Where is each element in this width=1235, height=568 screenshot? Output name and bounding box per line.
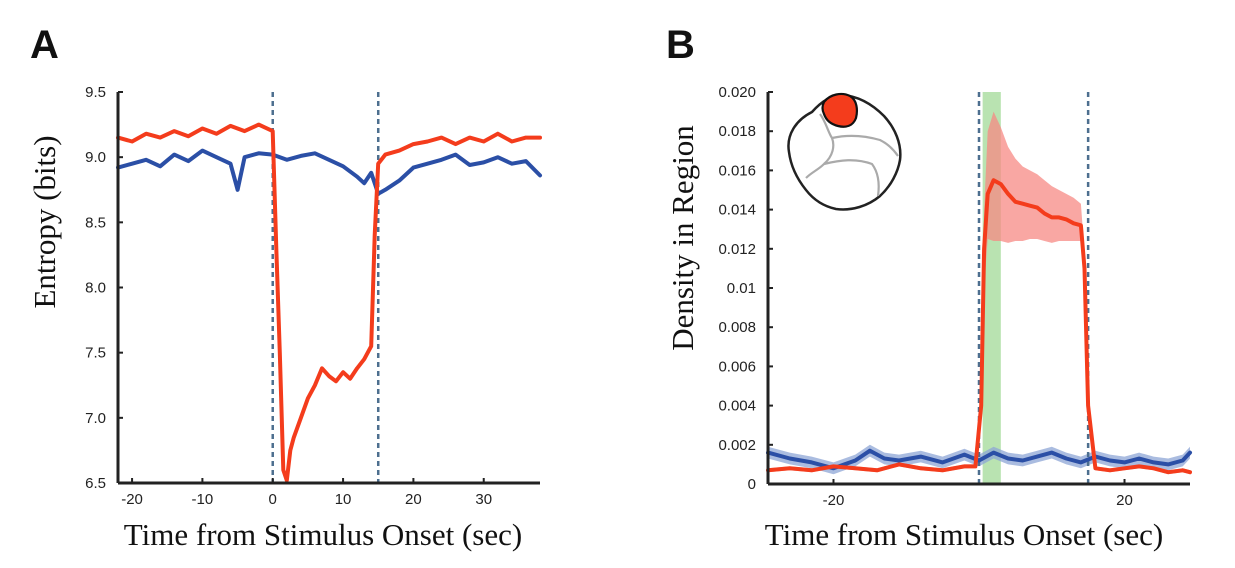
y-tick-label: 0.004 bbox=[718, 398, 756, 415]
panel-b-letter: B bbox=[666, 23, 695, 67]
y-tick-label: 8.0 bbox=[85, 280, 106, 297]
brain-lobe-line-1 bbox=[805, 113, 835, 179]
series-blue-line bbox=[766, 448, 1192, 471]
series-red-line bbox=[766, 178, 1192, 475]
panel-a-xlabel: Time from Stimulus Onset (sec) bbox=[124, 517, 522, 552]
y-tick-label: 0.018 bbox=[718, 123, 756, 140]
y-tick-label: 6.5 bbox=[85, 475, 106, 492]
panel-b-xlabel: Time from Stimulus Onset (sec) bbox=[765, 517, 1163, 552]
brain-region-inset bbox=[787, 92, 902, 211]
panel-a-lines bbox=[116, 122, 542, 483]
panel-a-letter: A bbox=[30, 23, 59, 67]
y-tick-label: 0.012 bbox=[718, 241, 756, 258]
x-tick-label: 20 bbox=[1116, 492, 1133, 509]
y-tick-label: 7.5 bbox=[85, 345, 106, 362]
panel-b-ticks: 0 0.002 0.004 0.006 0.008 0.01 0.012 0.014 0.016… bbox=[718, 84, 1132, 509]
x-tick-label: 20 bbox=[405, 491, 422, 508]
y-tick-label: 9.0 bbox=[85, 149, 106, 166]
panel-a-vlines bbox=[271, 92, 380, 483]
y-tick-label: 0.016 bbox=[718, 162, 756, 179]
series-blue-line bbox=[116, 148, 542, 196]
brain-outline bbox=[787, 93, 902, 211]
y-tick-label: 0.014 bbox=[718, 202, 756, 219]
y-tick-label: 9.5 bbox=[85, 84, 106, 101]
y-tick-label: 0.01 bbox=[727, 280, 756, 297]
panel-a-ticks: 6.5 7.0 7.5 8.0 8.5 9.0 9.5 -20 -10 0 10 20 30 bbox=[85, 84, 492, 508]
brain-lobe-line-3 bbox=[823, 159, 880, 197]
y-tick-label: 8.5 bbox=[85, 214, 106, 231]
y-tick-label: 0.002 bbox=[718, 437, 756, 454]
y-tick-label: 7.0 bbox=[85, 410, 106, 427]
x-tick-label: -10 bbox=[192, 491, 214, 508]
y-tick-label: 0.006 bbox=[718, 358, 756, 375]
series-red-line bbox=[116, 122, 542, 483]
y-tick-label: 0.020 bbox=[718, 84, 756, 101]
y-tick-label: 0.008 bbox=[718, 319, 756, 336]
y-tick-label: 0 bbox=[748, 476, 756, 493]
x-tick-label: 0 bbox=[269, 491, 277, 508]
panel-a: A 6.5 7.0 7.5 8.0 8.5 9.0 9.5 -20 -10 0 10 20 30 Tim… bbox=[27, 23, 542, 552]
panel-b: B 0 0.002 0.004 0.006 0.008 0.01 0.012 0.014 0.0… bbox=[665, 23, 1192, 552]
panel-a-ylabel: Entropy (bits) bbox=[27, 135, 62, 308]
brain-highlighted-region bbox=[821, 92, 858, 128]
x-tick-label: 10 bbox=[335, 491, 352, 508]
panel-b-ylabel: Density in Region bbox=[665, 125, 700, 351]
brain-lobe-line-2 bbox=[831, 134, 899, 157]
panel-b-lines bbox=[766, 178, 1192, 475]
panel-a-axes bbox=[116, 92, 540, 485]
x-tick-label: -20 bbox=[823, 492, 845, 509]
x-tick-label: 30 bbox=[475, 491, 492, 508]
x-tick-label: -20 bbox=[121, 491, 143, 508]
